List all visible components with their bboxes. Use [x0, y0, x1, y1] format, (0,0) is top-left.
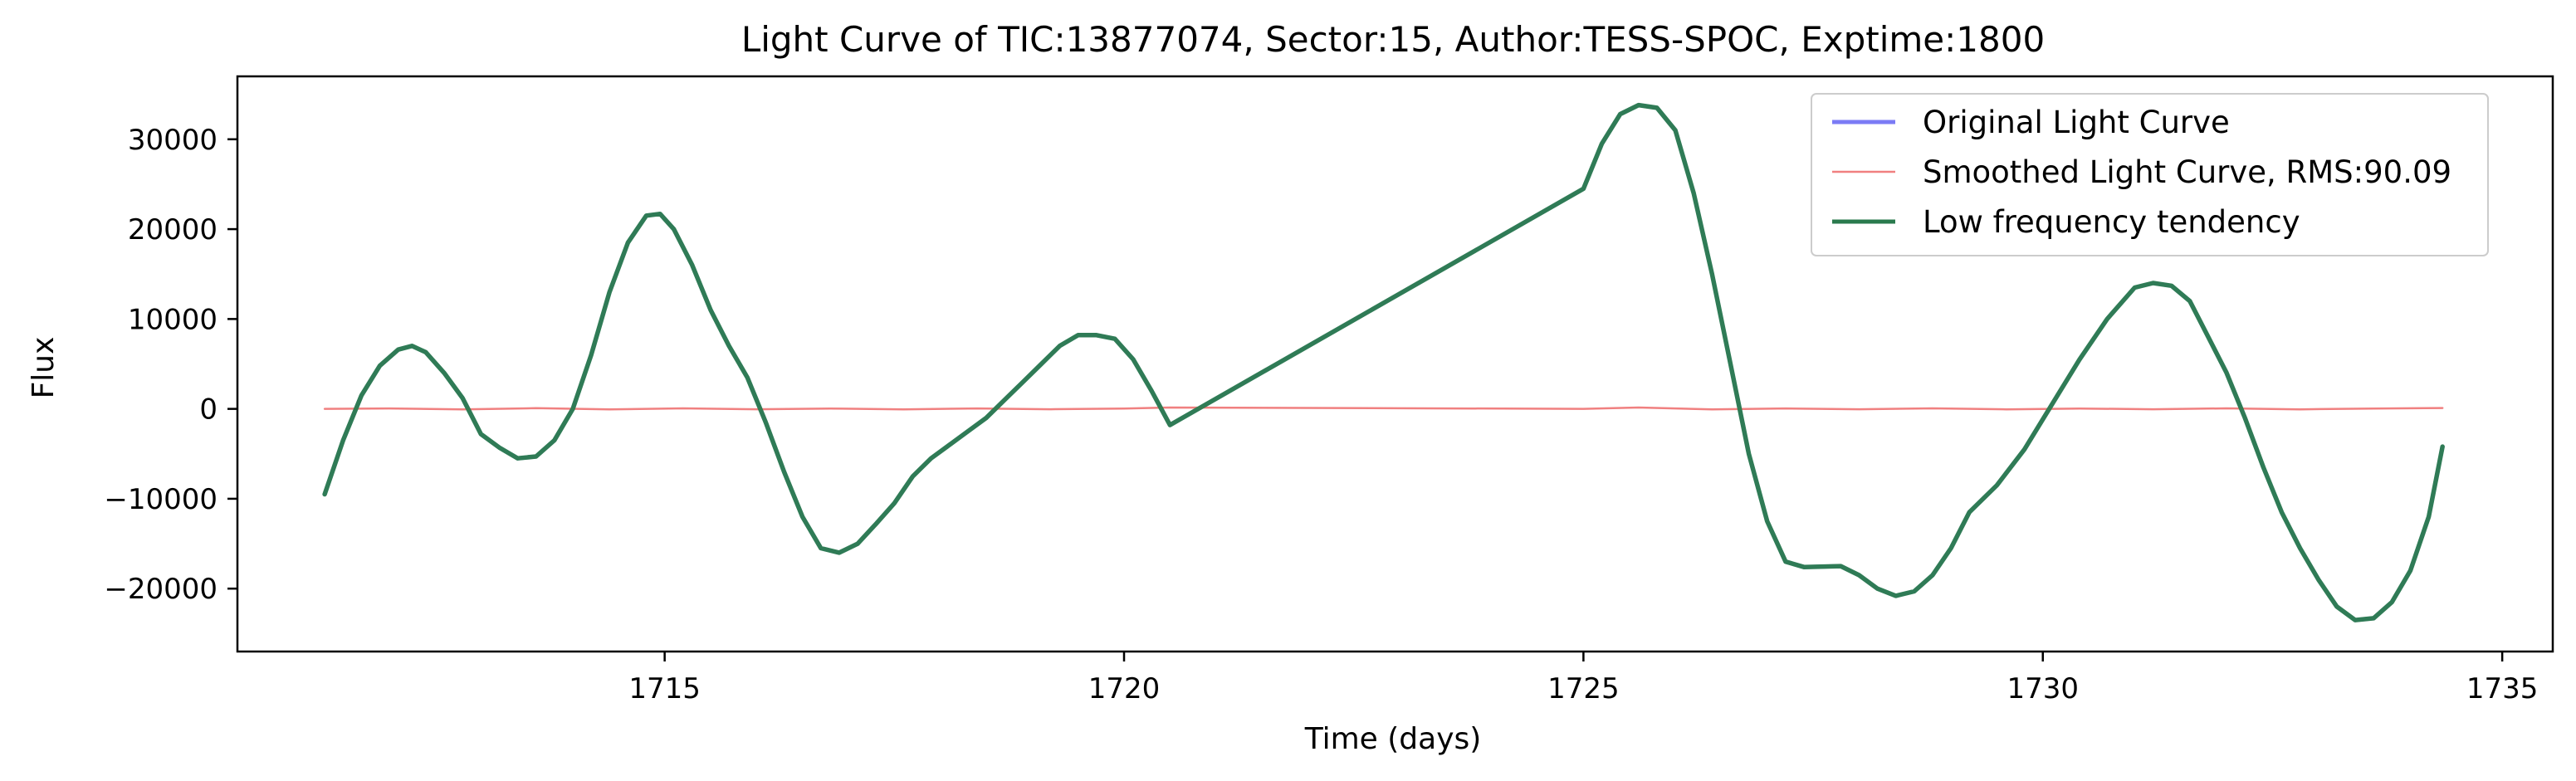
legend-box [1811, 93, 2489, 256]
y-tick-label: 30000 [128, 124, 218, 157]
y-tick-label: 0 [199, 393, 218, 427]
x-tick-label: 1715 [628, 672, 701, 705]
y-tick-label: 10000 [128, 303, 218, 336]
legend-label-smoothed: Smoothed Light Curve, RMS:90.09 [1923, 154, 2451, 190]
y-tick-label: −20000 [104, 573, 218, 606]
legend-label-original: Original Light Curve [1923, 105, 2230, 140]
y-tick-label: 20000 [128, 213, 218, 247]
x-axis-label: Time (days) [1304, 722, 1482, 756]
series-line-smoothed-light-curve [323, 406, 2444, 411]
x-tick-label: 1720 [1088, 672, 1161, 705]
chart-title: Light Curve of TIC:13877074, Sector:15, … [741, 19, 2045, 60]
series-layer [322, 102, 2445, 622]
series-line-low-frequency-tendency [322, 102, 2445, 622]
legend-label-low-frequency: Low frequency tendency [1923, 204, 2300, 240]
y-tick-label: −10000 [104, 483, 218, 516]
x-tick-label: 1725 [1547, 672, 1620, 705]
plot-frame [236, 75, 2554, 653]
x-axis-ticks: 1715 1720 1725 1730 1735 [628, 652, 2538, 705]
y-axis-label: Flux [27, 337, 61, 399]
x-tick-label: 1730 [2007, 672, 2079, 705]
plot-area: 1715 1720 1725 1730 1735 −20000 −10000 0 10000 2… [104, 75, 2554, 705]
y-axis-ticks: −20000 −10000 0 10000 20000 30000 [104, 124, 237, 606]
x-tick-label: 1735 [2466, 672, 2539, 705]
chart-legend: Original Light Curve Smoothed Light Curv… [1811, 93, 2489, 256]
